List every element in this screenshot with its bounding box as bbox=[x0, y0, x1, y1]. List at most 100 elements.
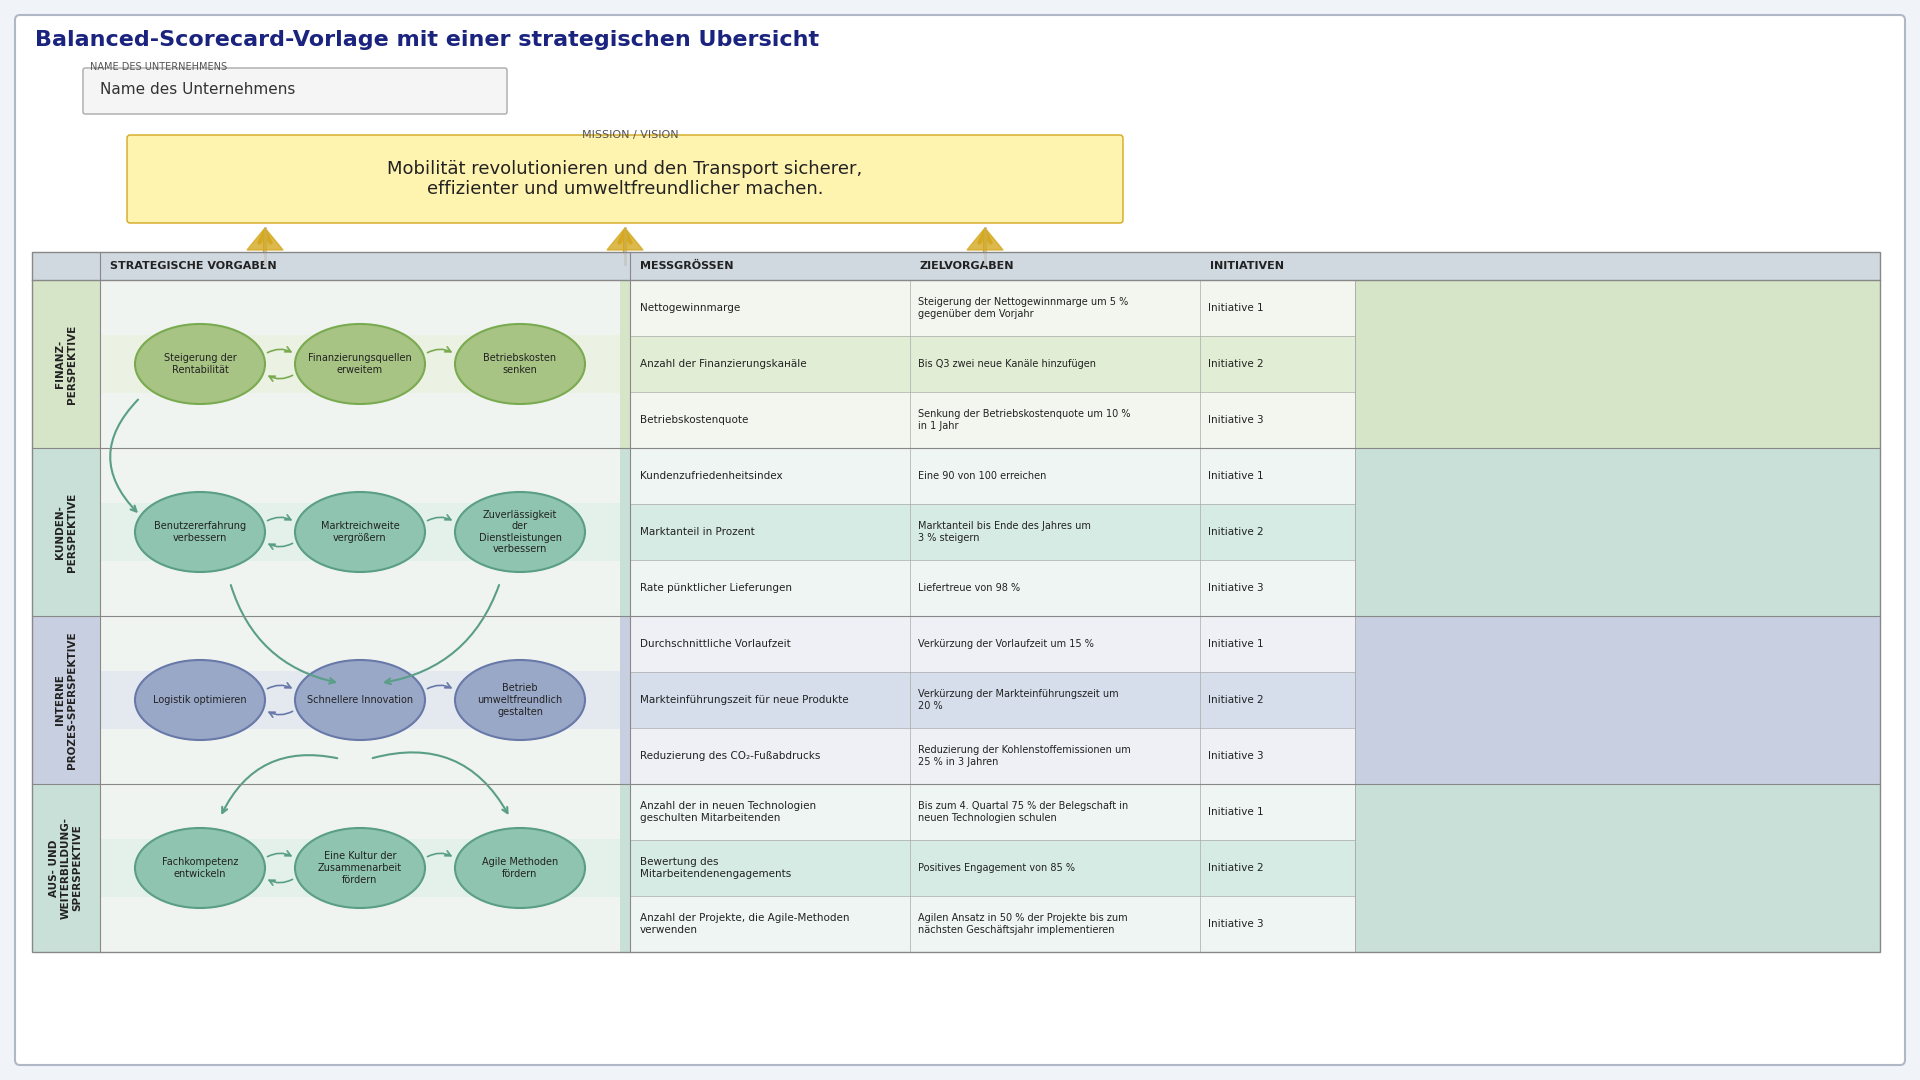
Text: Liefertreue von 98 %: Liefertreue von 98 % bbox=[918, 583, 1020, 593]
Text: Betrieb
umweltfreundlich
gestalten: Betrieb umweltfreundlich gestalten bbox=[478, 684, 563, 717]
Text: Zuverlässigkeit
der
Dienstleistungen
verbessern: Zuverlässigkeit der Dienstleistungen ver… bbox=[478, 510, 561, 554]
Text: Initiative 2: Initiative 2 bbox=[1208, 696, 1263, 705]
FancyBboxPatch shape bbox=[100, 502, 620, 562]
Text: Initiative 3: Initiative 3 bbox=[1208, 415, 1263, 426]
FancyBboxPatch shape bbox=[1200, 280, 1356, 336]
FancyBboxPatch shape bbox=[630, 392, 910, 448]
Text: Mobilität revolutionieren und den Transport sicherer,
effizienter und umweltfreu: Mobilität revolutionieren und den Transp… bbox=[388, 160, 862, 199]
Text: Benutzererfahrung
verbessern: Benutzererfahrung verbessern bbox=[154, 522, 246, 543]
Text: Betriebskostenquote: Betriebskostenquote bbox=[639, 415, 749, 426]
Text: Marktanteil in Prozent: Marktanteil in Prozent bbox=[639, 527, 755, 537]
FancyBboxPatch shape bbox=[630, 336, 910, 392]
Text: KUNDEN-
PERSPEKTIVE: KUNDEN- PERSPEKTIVE bbox=[56, 492, 77, 571]
FancyBboxPatch shape bbox=[630, 840, 910, 896]
FancyBboxPatch shape bbox=[630, 784, 910, 840]
FancyBboxPatch shape bbox=[1200, 336, 1356, 392]
Text: Schnellere Innovation: Schnellere Innovation bbox=[307, 696, 413, 705]
Text: Name des Unternehmens: Name des Unternehmens bbox=[100, 82, 296, 97]
FancyBboxPatch shape bbox=[1200, 561, 1356, 616]
FancyBboxPatch shape bbox=[630, 280, 910, 336]
Text: Anzahl der Projekte, die Agile-Methoden
verwenden: Anzahl der Projekte, die Agile-Methoden … bbox=[639, 914, 849, 935]
Text: Initiative 2: Initiative 2 bbox=[1208, 863, 1263, 873]
Text: Initiative 1: Initiative 1 bbox=[1208, 471, 1263, 481]
Ellipse shape bbox=[296, 492, 424, 572]
FancyBboxPatch shape bbox=[910, 504, 1200, 561]
Ellipse shape bbox=[134, 660, 265, 740]
Text: Anzahl der Finanzierungskанäle: Anzahl der Finanzierungskанäle bbox=[639, 359, 806, 369]
FancyBboxPatch shape bbox=[910, 392, 1200, 448]
FancyBboxPatch shape bbox=[1200, 504, 1356, 561]
Text: Logistik optimieren: Logistik optimieren bbox=[154, 696, 248, 705]
FancyBboxPatch shape bbox=[127, 135, 1123, 222]
Text: INTERNE
PROZES-SPERSPEKTIVE: INTERNE PROZES-SPERSPEKTIVE bbox=[56, 631, 77, 769]
Text: Finanzierungsquellen
erweitem: Finanzierungsquellen erweitem bbox=[307, 353, 413, 375]
Text: Initiative 2: Initiative 2 bbox=[1208, 527, 1263, 537]
FancyBboxPatch shape bbox=[1200, 896, 1356, 951]
FancyBboxPatch shape bbox=[33, 616, 100, 784]
Text: Marktanteil bis Ende des Jahres um
3 % steigern: Marktanteil bis Ende des Jahres um 3 % s… bbox=[918, 522, 1091, 543]
Text: AUS- UND
WEITERBILDUNG-
SPERSPEKTIVE: AUS- UND WEITERBILDUNG- SPERSPEKTIVE bbox=[50, 816, 83, 919]
FancyBboxPatch shape bbox=[630, 616, 910, 672]
FancyBboxPatch shape bbox=[630, 896, 910, 951]
Text: Kundenzufriedenheitsindex: Kundenzufriedenheitsindex bbox=[639, 471, 783, 481]
FancyBboxPatch shape bbox=[910, 561, 1200, 616]
FancyBboxPatch shape bbox=[100, 838, 620, 897]
Ellipse shape bbox=[296, 660, 424, 740]
Polygon shape bbox=[968, 228, 1002, 249]
Text: Agile Methoden
fördern: Agile Methoden fördern bbox=[482, 858, 559, 879]
FancyBboxPatch shape bbox=[15, 15, 1905, 1065]
FancyBboxPatch shape bbox=[910, 448, 1200, 504]
FancyBboxPatch shape bbox=[33, 448, 1880, 616]
Text: Reduzierung des CO₂-Fußabdrucks: Reduzierung des CO₂-Fußabdrucks bbox=[639, 751, 820, 761]
Text: Rate pünktlicher Lieferungen: Rate pünktlicher Lieferungen bbox=[639, 583, 791, 593]
FancyBboxPatch shape bbox=[910, 672, 1200, 728]
FancyBboxPatch shape bbox=[33, 252, 1880, 280]
FancyBboxPatch shape bbox=[1200, 840, 1356, 896]
Text: Betriebskosten
senken: Betriebskosten senken bbox=[484, 353, 557, 375]
FancyBboxPatch shape bbox=[910, 280, 1200, 336]
Ellipse shape bbox=[134, 828, 265, 908]
Text: Marktreichweite
vergrößern: Marktreichweite vergrößern bbox=[321, 522, 399, 543]
Text: Initiative 3: Initiative 3 bbox=[1208, 919, 1263, 929]
Text: Bis zum 4. Quartal 75 % der Belegschaft in
neuen Technologien schulen: Bis zum 4. Quartal 75 % der Belegschaft … bbox=[918, 801, 1129, 823]
FancyBboxPatch shape bbox=[630, 728, 910, 784]
Text: Initiative 1: Initiative 1 bbox=[1208, 807, 1263, 816]
FancyBboxPatch shape bbox=[100, 671, 620, 729]
Text: Balanced-Scorecard-Vorlage mit einer strategischen Ubersicht: Balanced-Scorecard-Vorlage mit einer str… bbox=[35, 30, 820, 50]
FancyBboxPatch shape bbox=[33, 784, 100, 951]
FancyBboxPatch shape bbox=[1200, 448, 1356, 504]
Text: Agilen Ansatz in 50 % der Projekte bis zum
nächsten Geschäftsjahr implementieren: Agilen Ansatz in 50 % der Projekte bis z… bbox=[918, 914, 1127, 935]
FancyBboxPatch shape bbox=[100, 280, 620, 448]
Text: STRATEGISCHE VORGABEN: STRATEGISCHE VORGABEN bbox=[109, 261, 276, 271]
Polygon shape bbox=[607, 228, 643, 249]
Text: Bis Q3 zwei neue Kanäle hinzufügen: Bis Q3 zwei neue Kanäle hinzufügen bbox=[918, 359, 1096, 369]
FancyBboxPatch shape bbox=[100, 784, 620, 951]
FancyBboxPatch shape bbox=[83, 68, 507, 114]
Text: Eine Kultur der
Zusammenarbeit
fördern: Eine Kultur der Zusammenarbeit fördern bbox=[319, 851, 401, 885]
Text: Initiative 1: Initiative 1 bbox=[1208, 303, 1263, 313]
FancyBboxPatch shape bbox=[910, 896, 1200, 951]
FancyBboxPatch shape bbox=[910, 784, 1200, 840]
FancyBboxPatch shape bbox=[910, 840, 1200, 896]
Text: Senkung der Betriebskostenquote um 10 %
in 1 Jahr: Senkung der Betriebskostenquote um 10 % … bbox=[918, 409, 1131, 431]
FancyBboxPatch shape bbox=[910, 336, 1200, 392]
FancyBboxPatch shape bbox=[1200, 728, 1356, 784]
Text: ZIELVORGABEN: ZIELVORGABEN bbox=[920, 261, 1014, 271]
FancyBboxPatch shape bbox=[1200, 784, 1356, 840]
FancyBboxPatch shape bbox=[33, 448, 100, 616]
Ellipse shape bbox=[455, 828, 586, 908]
Text: Eine 90 von 100 erreichen: Eine 90 von 100 erreichen bbox=[918, 471, 1046, 481]
Text: Verkürzung der Vorlaufzeit um 15 %: Verkürzung der Vorlaufzeit um 15 % bbox=[918, 639, 1094, 649]
FancyBboxPatch shape bbox=[1200, 616, 1356, 672]
Ellipse shape bbox=[455, 324, 586, 404]
Text: FINANZ-
PERSPEKTIVE: FINANZ- PERSPEKTIVE bbox=[56, 324, 77, 404]
Text: Initiative 3: Initiative 3 bbox=[1208, 583, 1263, 593]
Ellipse shape bbox=[455, 492, 586, 572]
FancyBboxPatch shape bbox=[33, 616, 1880, 784]
FancyBboxPatch shape bbox=[33, 280, 100, 448]
Text: INITIATIVEN: INITIATIVEN bbox=[1210, 261, 1284, 271]
Text: Initiative 1: Initiative 1 bbox=[1208, 639, 1263, 649]
Ellipse shape bbox=[296, 828, 424, 908]
Text: NAME DES UNTERNEHMENS: NAME DES UNTERNEHMENS bbox=[90, 62, 227, 72]
Text: Initiative 2: Initiative 2 bbox=[1208, 359, 1263, 369]
